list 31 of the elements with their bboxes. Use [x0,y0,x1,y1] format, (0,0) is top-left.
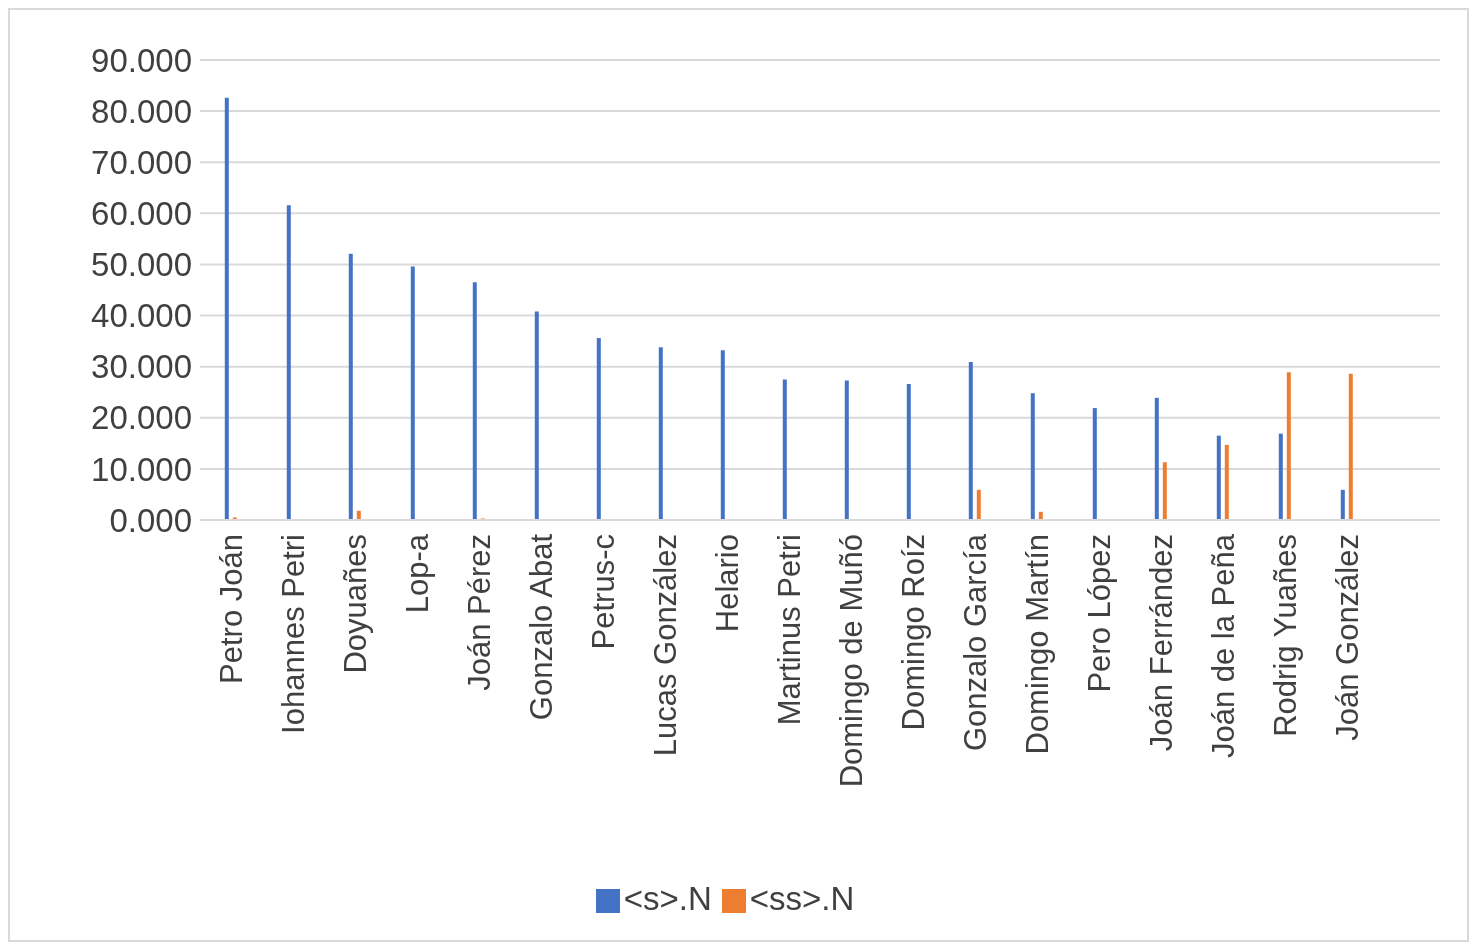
x-tick-label: Helario [709,534,745,633]
y-tick-label: 30.000 [91,348,192,386]
y-tick-label: 70.000 [91,143,192,181]
x-tick-label: Domingo Roíz [895,534,931,731]
x-tick-label: Domingo Martín [1019,534,1055,755]
y-tick-label: 80.000 [91,92,192,130]
y-tick-label: 0.000 [109,501,192,539]
x-tick-label: Gonzalo Abat [523,533,559,721]
x-tick-label: Joán de la Peña [1205,533,1241,759]
x-tick-label: Petrus-c [585,534,621,650]
x-tick-label: Joán Pérez [461,534,497,691]
x-tick-label: Gonzalo García [957,533,993,752]
x-tick-label: Lucas González [647,534,683,757]
x-tick-label: Rodrig Yuañes [1267,534,1303,737]
x-tick-label: Pero López [1081,534,1117,693]
x-tick-label: Joán Ferrández [1143,534,1179,752]
x-tick-label: Doyuañes [337,534,373,674]
y-tick-label: 20.000 [91,399,192,437]
x-tick-label: Lop-a [399,533,435,614]
y-tick-label: 60.000 [91,195,192,233]
x-tick-label: Domingo de Muñó [833,534,869,788]
y-tick-label: 40.000 [91,297,192,335]
x-tick-label: Martinus Petri [771,534,807,726]
legend-label: <s>.N [623,880,712,917]
y-tick-label: 10.000 [91,450,192,488]
x-tick-label: Joán González [1329,534,1365,741]
x-tick-label: Petro Joán [213,534,249,684]
legend-label: <ss>.N [749,880,855,917]
y-tick-label: 90.000 [91,41,192,79]
y-tick-label: 50.000 [91,246,192,284]
x-tick-label: Iohannes Petri [275,534,311,734]
